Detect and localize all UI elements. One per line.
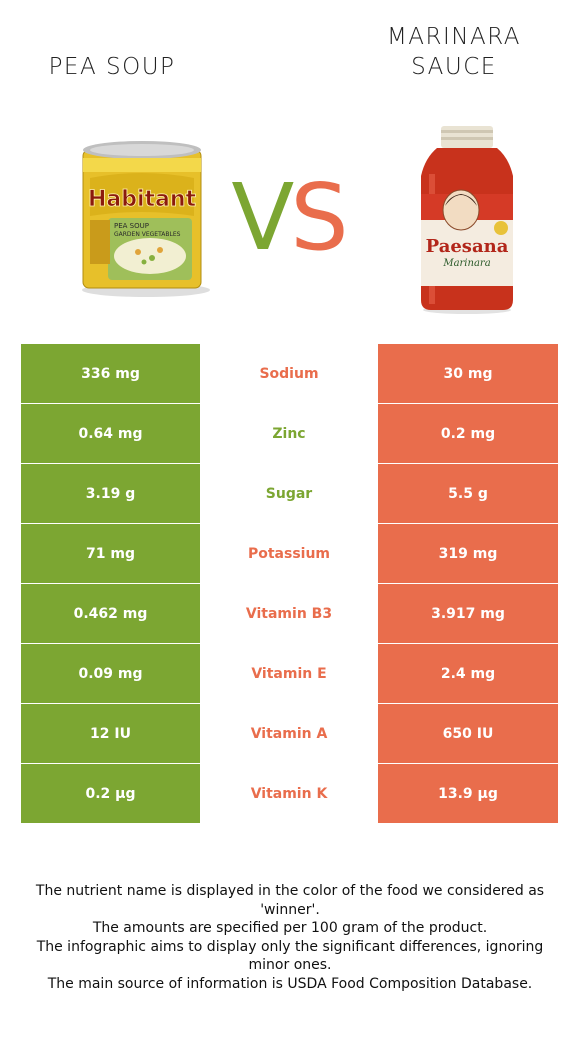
table-row: 71 mg Potassium 319 mg <box>21 524 558 583</box>
nutrient-name-cell: Sodium <box>200 344 378 403</box>
table-row: 0.462 mg Vitamin B3 3.917 mg <box>21 584 558 643</box>
right-value-cell: 30 mg <box>378 344 558 403</box>
svg-text:GARDEN VEGETABLES: GARDEN VEGETABLES <box>114 231 181 238</box>
left-value-cell: 336 mg <box>21 344 200 403</box>
left-value-cell: 0.462 mg <box>21 584 200 643</box>
right-value-cell: 5.5 g <box>378 464 558 523</box>
table-row: 0.64 mg Zinc 0.2 mg <box>21 404 558 463</box>
footer-note-amounts: The amounts are specified per 100 gram o… <box>92 920 488 936</box>
svg-text:Habitant: Habitant <box>88 187 197 212</box>
versus-label: VS <box>231 164 348 271</box>
footer-note-source: The main source of information is USDA F… <box>47 975 533 992</box>
table-row: 0.2 µg Vitamin K 13.9 µg <box>21 764 558 823</box>
right-food-title: MARINARA SAUCE <box>386 24 522 80</box>
left-value-cell: 0.2 µg <box>21 764 200 823</box>
nutrient-name-cell: Zinc <box>200 404 378 463</box>
right-value-cell: 319 mg <box>378 524 558 583</box>
left-value-cell: 0.09 mg <box>21 644 200 703</box>
right-value-cell: 2.4 mg <box>378 644 558 703</box>
left-food-title: PEA SOUP <box>48 54 176 80</box>
svg-text:PEA SOUP: PEA SOUP <box>114 222 149 230</box>
left-value-cell: 3.19 g <box>21 464 200 523</box>
nutrient-name-cell: Vitamin E <box>200 644 378 703</box>
nutrient-name-cell: Potassium <box>200 524 378 583</box>
left-value-cell: 71 mg <box>21 524 200 583</box>
right-value-cell: 13.9 µg <box>378 764 558 823</box>
nutrient-name-cell: Vitamin K <box>200 764 378 823</box>
nutrient-name-cell: Vitamin A <box>200 704 378 763</box>
footer-note-scope: The infographic aims to display only the… <box>36 938 544 974</box>
table-row: 3.19 g Sugar 5.5 g <box>21 464 558 523</box>
marinara-sauce-jar-image: Paesana Marinara <box>415 124 520 314</box>
footer-note-winner: The nutrient name is displayed in the co… <box>35 883 545 918</box>
left-value-cell: 12 IU <box>21 704 200 763</box>
right-value-cell: 650 IU <box>378 704 558 763</box>
left-value-cell: 0.64 mg <box>21 404 200 463</box>
table-row: 12 IU Vitamin A 650 IU <box>21 704 558 763</box>
table-row: 0.09 mg Vitamin E 2.4 mg <box>21 644 558 703</box>
right-value-cell: 0.2 mg <box>378 404 558 463</box>
nutrient-name-cell: Vitamin B3 <box>200 584 378 643</box>
pea-soup-can-image: Habitant PEA SOUP GARDEN VEGETABLES <box>80 138 212 298</box>
svg-text:Marinara: Marinara <box>442 258 490 269</box>
table-row: 336 mg Sodium 30 mg <box>21 344 558 403</box>
footer-notes: The nutrient name is displayed in the co… <box>20 882 560 993</box>
right-value-cell: 3.917 mg <box>378 584 558 643</box>
nutrient-name-cell: Sugar <box>200 464 378 523</box>
svg-text:Paesana: Paesana <box>426 236 509 257</box>
nutrient-comparison-table: 336 mg Sodium 30 mg 0.64 mg Zinc 0.2 mg 3.19 g… <box>21 344 558 824</box>
